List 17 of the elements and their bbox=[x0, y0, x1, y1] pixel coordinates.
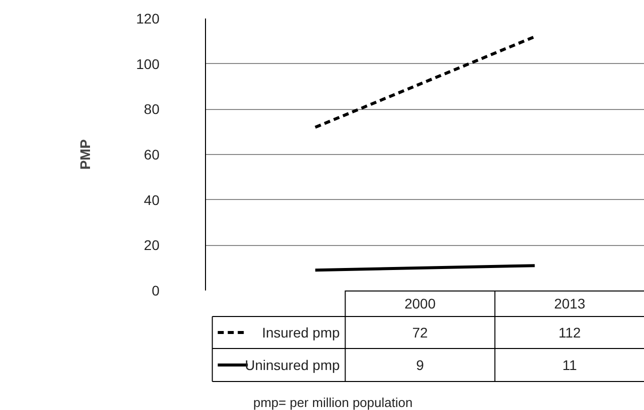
text: pmp= per million population bbox=[253, 395, 413, 410]
data-label: 9 bbox=[416, 357, 424, 373]
y-tick-label: 0 bbox=[152, 282, 160, 298]
legend-label: Uninsured pmp bbox=[244, 357, 340, 373]
y-axis-title: PMP bbox=[77, 139, 94, 170]
x-tick-label: 2000 bbox=[404, 296, 436, 312]
y-tick-label: 100 bbox=[136, 56, 160, 72]
data-label: 112 bbox=[558, 324, 582, 340]
y-tick-label: 80 bbox=[144, 101, 160, 118]
x-tick-label: 2013 bbox=[554, 296, 586, 312]
y-tick-label: 120 bbox=[136, 10, 160, 26]
y-tick-label: 40 bbox=[144, 192, 160, 208]
legend-label: Insured pmp bbox=[262, 324, 340, 340]
data-label: 11 bbox=[562, 357, 578, 373]
data-label: 72 bbox=[412, 324, 428, 340]
y-tick-label: 20 bbox=[144, 237, 160, 254]
y-tick-label: 60 bbox=[144, 146, 160, 162]
